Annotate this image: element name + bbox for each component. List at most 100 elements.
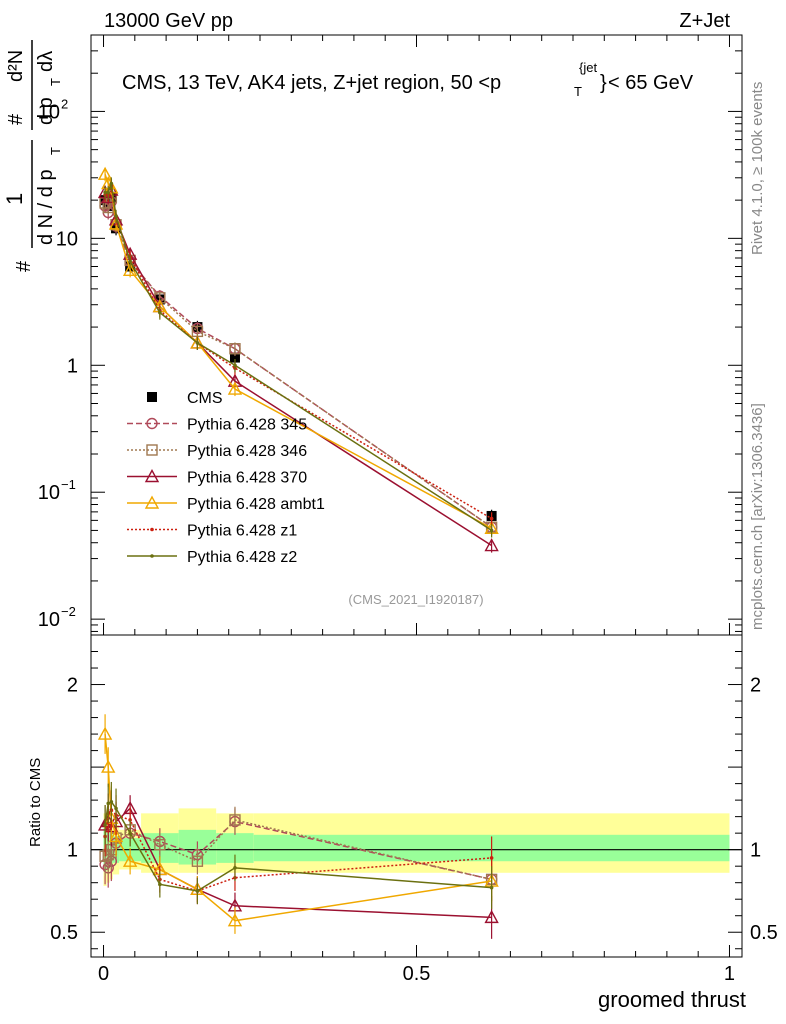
- x-tick-label: 1: [724, 963, 735, 985]
- process-label: Z+Jet: [679, 10, 730, 32]
- data-point: [158, 310, 162, 315]
- ylabel-T-2: T: [48, 78, 63, 86]
- chart-title: CMS, 13 TeV, AK4 jets, Z+jet region, 50 …: [122, 60, 694, 99]
- ratio-point: [97, 726, 113, 740]
- ratio-point: [108, 828, 124, 843]
- data-point: [128, 259, 132, 264]
- ylabel-frac-den: d N / d p: [35, 169, 57, 245]
- legend-label: Pythia 6.428 z2: [187, 549, 297, 566]
- legend-entry: CMS: [147, 390, 223, 407]
- ratio-y-tick-label-right: 2: [750, 675, 761, 697]
- ratio-y-label: Ratio to CMS: [27, 758, 44, 847]
- energy-label: 13000 GeV pp: [104, 10, 233, 32]
- ratio-point: [195, 889, 200, 893]
- ratio-line: [104, 819, 492, 881]
- y-tick-label-exp: −2: [61, 604, 76, 619]
- legend-entry: Pythia 6.428 z1: [127, 523, 297, 540]
- data-point: [229, 352, 240, 363]
- ratio-point: [154, 839, 166, 851]
- ylabel-hash-2: #: [5, 113, 27, 125]
- legend-label: Pythia 6.428 345: [187, 417, 307, 434]
- ratio-panel-frame: [90, 634, 743, 958]
- title-tail: < 65 GeV: [608, 72, 694, 94]
- ratio-panel-series: [97, 714, 499, 939]
- ratio-y-tick-label: 2: [67, 675, 78, 697]
- legend: CMS Pythia 6.428 345 Pythia 6.428 346 Pythi…: [127, 390, 325, 566]
- ratio-pythia-6-428-z2: [103, 781, 494, 910]
- x-tick-label: 0: [98, 963, 109, 985]
- ratio-point: [122, 853, 138, 867]
- ylabel-d2N: d²N: [5, 50, 27, 82]
- data-point: [227, 381, 243, 395]
- data-point: [97, 166, 113, 180]
- title-sub: T: [574, 84, 582, 99]
- ratio-point: [106, 801, 111, 806]
- mcplots-label: mcplots.cern.ch [arXiv:1306.3436]: [749, 403, 766, 630]
- data-point: [489, 516, 494, 521]
- title-sup: {jet: [579, 60, 597, 75]
- ratio-point: [489, 856, 494, 860]
- ratio-point: [158, 882, 162, 887]
- y-tick-label: 10: [38, 482, 60, 504]
- title-main: CMS, 13 TeV, AK4 jets, Z+jet region, 50 …: [122, 72, 501, 94]
- ylabel-one: 1: [2, 193, 27, 205]
- ratio-point: [227, 913, 243, 927]
- ratio-y-tick-label-right: 1: [750, 840, 761, 862]
- x-axis-label: groomed thrust: [598, 987, 746, 1012]
- ratio-point: [484, 909, 499, 924]
- ratio-y-tick-label: 0.5: [50, 922, 78, 944]
- data-point: [109, 181, 114, 186]
- ratio-point: [233, 866, 237, 870]
- data-point: [229, 343, 241, 355]
- legend-marker: [144, 495, 160, 509]
- y-tick-label: 10: [38, 101, 60, 123]
- legend-marker: [150, 527, 154, 532]
- ylabel-dpT: d p: [35, 97, 57, 125]
- legend-entry: Pythia 6.428 346: [127, 443, 307, 460]
- data-point: [106, 190, 111, 195]
- ylabel-hash-1: #: [13, 260, 35, 272]
- ratio-point: [103, 823, 107, 827]
- legend-marker: [144, 469, 160, 483]
- ratio-bands: [91, 808, 742, 886]
- data-point: [233, 363, 237, 368]
- ratio-y-tick-label: 1: [67, 840, 78, 862]
- ratio-point: [128, 831, 132, 835]
- top-panel-series: [97, 166, 499, 553]
- y-axis-label: # 1 d N / d p T # d²N d p T dλ: [2, 40, 63, 272]
- data-point: [103, 190, 107, 195]
- legend-entry: Pythia 6.428 z2: [127, 549, 297, 566]
- legend-label: CMS: [187, 390, 223, 407]
- data-point: [484, 538, 499, 552]
- series-line: [104, 197, 493, 528]
- legend-label: Pythia 6.428 z1: [187, 523, 297, 540]
- title-sup-close: }: [600, 72, 607, 94]
- y-tick-label-exp: 2: [61, 96, 68, 111]
- ratio-point: [109, 799, 114, 804]
- legend-entry: Pythia 6.428 ambt1: [127, 495, 325, 513]
- ylabel-dlam: dλ: [35, 51, 57, 72]
- legend-label: Pythia 6.428 ambt1: [187, 496, 325, 513]
- ratio-point: [101, 759, 116, 773]
- data-point: [114, 214, 118, 218]
- series-pythia-6-428-z2: [103, 177, 494, 538]
- legend-marker: [146, 417, 158, 430]
- legend-label: Pythia 6.428 370: [187, 470, 307, 487]
- data-point: [195, 341, 200, 345]
- ratio-point: [191, 855, 204, 867]
- analysis-id: (CMS_2021_I1920187): [348, 592, 483, 607]
- legend-entry: Pythia 6.428 370: [127, 469, 307, 487]
- data-point: [122, 262, 138, 277]
- legend-label: Pythia 6.428 346: [187, 443, 307, 460]
- rivet-label: Rivet 4.1.0, ≥ 100k events: [749, 82, 766, 255]
- legend-marker: [146, 444, 158, 456]
- ylabel-T-1: T: [48, 147, 63, 155]
- y-tick-label-exp: −1: [61, 477, 76, 492]
- ratio-y-tick-label-right: 0.5: [750, 922, 778, 944]
- y-tick-label: 1: [67, 355, 78, 377]
- legend-entry: Pythia 6.428 345: [127, 417, 307, 434]
- legend-marker: [147, 392, 157, 402]
- x-tick-label: 0.5: [403, 963, 431, 985]
